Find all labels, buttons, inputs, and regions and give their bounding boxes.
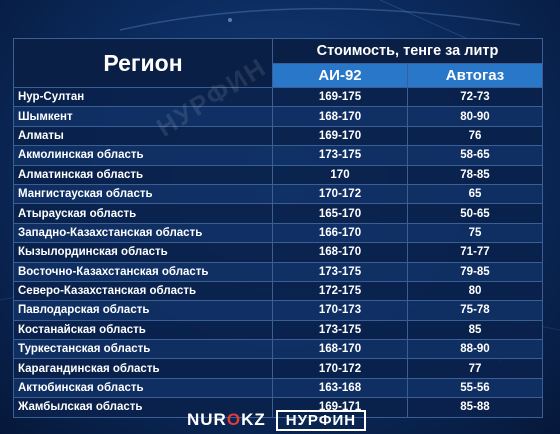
autogas-cell: 55-56 — [407, 377, 543, 399]
ai92-cell: 168-170 — [272, 339, 408, 360]
table-row: Акмолинская область 173-175 58-65 — [13, 145, 543, 166]
ai92-cell: 170-173 — [272, 300, 408, 321]
region-cell: Алматы — [13, 125, 273, 147]
ai92-cell: 163-168 — [272, 377, 408, 399]
autogas-cell: 77 — [407, 358, 543, 379]
table-row: Карагандинская область 170-172 77 — [13, 358, 543, 379]
nurkz-logo-o: O — [226, 410, 242, 429]
region-cell: Мангистауская область — [13, 183, 273, 205]
table-row: Туркестанская область 168-170 88-90 — [13, 339, 543, 360]
table-row: Восточно-Казахстанская область 173-175 79-… — [13, 261, 543, 282]
autogas-header: Автогаз — [407, 63, 543, 88]
autogas-cell: 50-65 — [407, 203, 543, 224]
autogas-cell: 85-88 — [407, 397, 543, 418]
table-row: Атырауская область 165-170 50-65 — [13, 203, 543, 224]
nurkz-logo: NUROKZ — [187, 410, 266, 430]
autogas-cell: 65 — [407, 183, 543, 205]
nurkz-logo-part: KZ — [241, 410, 266, 429]
footer-logos: NUROKZ НУРФИН — [187, 409, 367, 431]
nurkz-logo-part: NUR — [187, 410, 227, 429]
ai92-cell: 173-175 — [272, 319, 408, 341]
region-cell: Акмолинская область — [13, 145, 273, 166]
table-row: Мангистауская область 170-172 65 — [13, 183, 543, 205]
region-cell: Костанайская область — [13, 319, 273, 341]
ai92-cell: 169-175 — [272, 86, 408, 108]
table-row: Алматинская область 170 78-85 — [13, 164, 543, 185]
autogas-cell: 88-90 — [407, 339, 543, 360]
table-row: Нур-Султан 169-175 72-73 — [13, 86, 543, 108]
autogas-cell: 78-85 — [407, 164, 543, 185]
table-row: Костанайская область 173-175 85 — [13, 319, 543, 341]
region-cell: Жамбылская область — [13, 397, 273, 418]
ai92-cell: 166-170 — [272, 222, 408, 244]
ai92-cell: 170-172 — [272, 183, 408, 205]
nurfin-logo: НУРФИН — [275, 409, 367, 431]
ai92-cell: 168-170 — [272, 242, 408, 263]
ai92-cell: 173-175 — [272, 145, 408, 166]
ai92-cell: 173-175 — [272, 261, 408, 282]
region-cell: Актюбинская область — [13, 377, 273, 399]
autogas-cell: 76 — [407, 125, 543, 147]
autogas-cell: 71-77 — [407, 242, 543, 263]
ai92-cell: 168-170 — [272, 106, 408, 127]
ai92-cell: 170 — [272, 164, 408, 185]
table-row: Павлодарская область 170-173 75-78 — [13, 300, 543, 321]
region-cell: Туркестанская область — [13, 339, 273, 360]
autogas-cell: 80 — [407, 280, 543, 302]
table-row: Алматы 169-170 76 — [13, 125, 543, 147]
region-cell: Шымкент — [13, 106, 273, 127]
region-cell: Северо-Казахстанская область — [13, 280, 273, 302]
ai92-cell: 169-171 — [272, 397, 408, 418]
autogas-cell: 80-90 — [407, 106, 543, 127]
region-cell: Алматинская область — [13, 164, 273, 185]
ai92-cell: 165-170 — [272, 203, 408, 224]
region-cell: Нур-Султан — [13, 86, 273, 108]
table-row: Кызылординская область 168-170 71-77 — [13, 242, 543, 263]
ai92-cell: 170-172 — [272, 358, 408, 379]
ai92-cell: 172-175 — [272, 280, 408, 302]
region-cell: Атырауская область — [13, 203, 273, 224]
autogas-cell: 85 — [407, 319, 543, 341]
ai92-cell: 169-170 — [272, 125, 408, 147]
table-row: Актюбинская область 163-168 55-56 — [13, 377, 543, 399]
ai92-header: АИ-92 — [272, 63, 408, 88]
region-cell: Карагандинская область — [13, 358, 273, 379]
region-cell: Кызылординская область — [13, 242, 273, 263]
autogas-cell: 79-85 — [407, 261, 543, 282]
autogas-cell: 75-78 — [407, 300, 543, 321]
region-cell: Восточно-Казахстанская область — [13, 261, 273, 282]
fuel-price-table: Регион Стоимость, тенге за литр АИ-92 Ав… — [13, 38, 543, 418]
region-cell: Западно-Казахстанская область — [13, 222, 273, 244]
autogas-cell: 75 — [407, 222, 543, 244]
region-cell: Павлодарская область — [13, 300, 273, 321]
autogas-cell: 58-65 — [407, 145, 543, 166]
table-row: Жамбылская область 169-171 85-88 — [13, 397, 543, 418]
autogas-cell: 72-73 — [407, 86, 543, 108]
cost-header: Стоимость, тенге за литр — [272, 38, 543, 64]
table-row: Западно-Казахстанская область 166-170 75 — [13, 222, 543, 244]
table-row: Шымкент 168-170 80-90 — [13, 106, 543, 127]
table-row: Северо-Казахстанская область 172-175 80 — [13, 280, 543, 302]
